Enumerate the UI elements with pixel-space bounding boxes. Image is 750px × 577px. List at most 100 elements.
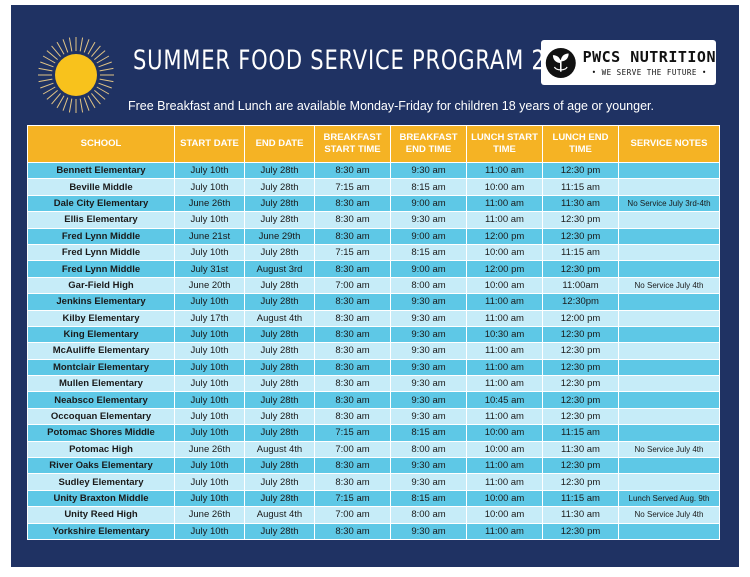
cell-lunch-end-time: 11:15 am bbox=[542, 424, 619, 442]
cell-start-date: July 10th bbox=[174, 211, 245, 229]
poster: SUMMER FOOD SERVICE PROGRAM 2023 PWCS NU… bbox=[11, 5, 739, 567]
cell-lunch-end-time: 12:30 pm bbox=[542, 227, 619, 245]
cell-breakfast-end-time: 9:30 am bbox=[390, 342, 467, 360]
cell-start-date: June 26th bbox=[174, 506, 245, 524]
cell-lunch-end-time: 12:30 pm bbox=[542, 407, 619, 426]
cell-breakfast-start-time: 8:30 am bbox=[314, 211, 391, 229]
cell-service-notes bbox=[618, 211, 720, 229]
cell-end-date: July 28th bbox=[244, 243, 315, 262]
cell-service-notes bbox=[618, 178, 720, 196]
cell-start-date: July 10th bbox=[174, 407, 245, 426]
table-row: McAuliffe Elementary July 10th July 28th 8:… bbox=[27, 342, 720, 360]
cell-breakfast-start-time: 8:30 am bbox=[314, 457, 391, 475]
cell-school: Beville Middle bbox=[27, 178, 175, 196]
cell-end-date: August 4th bbox=[244, 440, 315, 459]
cell-lunch-end-time: 12:30 pm bbox=[542, 325, 619, 344]
cell-service-notes bbox=[618, 473, 720, 491]
cell-school: River Oaks Elementary bbox=[27, 457, 175, 475]
cell-breakfast-start-time: 8:30 am bbox=[314, 260, 391, 278]
cell-lunch-end-time: 11:30 am bbox=[542, 506, 619, 524]
cell-start-date: July 10th bbox=[174, 161, 245, 180]
cell-service-notes bbox=[618, 309, 720, 327]
cell-breakfast-end-time: 9:30 am bbox=[390, 358, 467, 377]
cell-breakfast-end-time: 9:30 am bbox=[390, 161, 467, 180]
cell-service-notes bbox=[618, 243, 720, 262]
cell-start-date: July 10th bbox=[174, 457, 245, 475]
cell-school: Potomac Shores Middle bbox=[27, 424, 175, 442]
cell-end-date: July 28th bbox=[244, 391, 315, 409]
cell-breakfast-start-time: 8:30 am bbox=[314, 309, 391, 327]
cell-service-notes bbox=[618, 391, 720, 409]
cell-school: Sudley Elementary bbox=[27, 473, 175, 491]
table-header-row: SCHOOL START DATE END DATE BREAKFAST START … bbox=[27, 125, 720, 163]
cell-breakfast-end-time: 8:15 am bbox=[390, 178, 467, 196]
cell-lunch-end-time: 11:15 am bbox=[542, 178, 619, 196]
cell-start-date: June 21st bbox=[174, 227, 245, 245]
cell-breakfast-start-time: 8:30 am bbox=[314, 358, 391, 377]
cell-lunch-start-time: 11:00 am bbox=[466, 342, 543, 360]
cell-breakfast-end-time: 8:15 am bbox=[390, 243, 467, 262]
cell-lunch-end-time: 12:30 pm bbox=[542, 522, 619, 540]
cell-school: Mullen Elementary bbox=[27, 375, 175, 393]
cell-breakfast-end-time: 8:00 am bbox=[390, 506, 467, 524]
table-row: Neabsco Elementary July 10th July 28th 8:30… bbox=[27, 391, 720, 409]
table-row: Gar-Field High June 20th July 28th 7:00 am 8… bbox=[27, 276, 720, 295]
cell-service-notes: No Service July 4th bbox=[618, 506, 720, 524]
table-row: Fred Lynn Middle June 21st June 29th 8:30 a… bbox=[27, 227, 720, 245]
cell-breakfast-end-time: 8:15 am bbox=[390, 424, 467, 442]
table-row: Kilby Elementary July 17th August 4th 8:30 … bbox=[27, 309, 720, 327]
table-body: Bennett Elementary July 10th July 28th 8:30… bbox=[27, 161, 720, 540]
cell-end-date: July 28th bbox=[244, 161, 315, 180]
cell-lunch-start-time: 10:00 am bbox=[466, 424, 543, 442]
page-title: SUMMER FOOD SERVICE PROGRAM 2023 bbox=[133, 45, 589, 76]
cell-start-date: July 10th bbox=[174, 358, 245, 377]
cell-lunch-start-time: 11:00 am bbox=[466, 211, 543, 229]
cell-breakfast-start-time: 8:30 am bbox=[314, 227, 391, 245]
cell-breakfast-start-time: 8:30 am bbox=[314, 375, 391, 393]
cell-breakfast-end-time: 9:30 am bbox=[390, 407, 467, 426]
cell-lunch-start-time: 11:00 am bbox=[466, 358, 543, 377]
pwcs-nutrition-logo: PWCS NUTRITION • WE SERVE THE FUTURE • bbox=[541, 40, 716, 85]
table-row: Unity Reed High June 26th August 4th 7:00 a… bbox=[27, 506, 720, 524]
cell-school: Potomac High bbox=[27, 440, 175, 459]
cell-school: Unity Braxton Middle bbox=[27, 489, 175, 508]
table-row: River Oaks Elementary July 10th July 28th 8… bbox=[27, 457, 720, 475]
cell-lunch-start-time: 10:00 am bbox=[466, 506, 543, 524]
cell-end-date: July 28th bbox=[244, 293, 315, 311]
cell-end-date: July 28th bbox=[244, 178, 315, 196]
column-header-lunch-start-time: LUNCH START TIME bbox=[466, 125, 543, 163]
cell-breakfast-start-time: 7:15 am bbox=[314, 489, 391, 508]
cell-breakfast-end-time: 9:30 am bbox=[390, 325, 467, 344]
table-row: Bennett Elementary July 10th July 28th 8:30… bbox=[27, 161, 720, 180]
table-row: Jenkins Elementary July 10th July 28th 8:30… bbox=[27, 293, 720, 311]
table-row: Fred Lynn Middle July 31st August 3rd 8:30 … bbox=[27, 260, 720, 278]
cell-service-notes bbox=[618, 342, 720, 360]
cell-breakfast-start-time: 8:30 am bbox=[314, 325, 391, 344]
cell-school: Unity Reed High bbox=[27, 506, 175, 524]
cell-service-notes bbox=[618, 293, 720, 311]
cell-lunch-start-time: 11:00 am bbox=[466, 375, 543, 393]
table-row: Fred Lynn Middle July 10th July 28th 7:15 a… bbox=[27, 243, 720, 262]
cell-end-date: July 28th bbox=[244, 276, 315, 295]
cell-lunch-end-time: 11:30 am bbox=[542, 194, 619, 213]
cell-breakfast-start-time: 8:30 am bbox=[314, 407, 391, 426]
cell-lunch-end-time: 12:30pm bbox=[542, 293, 619, 311]
cell-end-date: July 28th bbox=[244, 424, 315, 442]
cell-service-notes bbox=[618, 227, 720, 245]
cell-end-date: July 28th bbox=[244, 457, 315, 475]
cell-breakfast-start-time: 8:30 am bbox=[314, 473, 391, 491]
table-row: Yorkshire Elementary July 10th July 28th 8:… bbox=[27, 522, 720, 540]
table-row: Ellis Elementary July 10th July 28th 8:30 a… bbox=[27, 211, 720, 229]
cell-service-notes bbox=[618, 407, 720, 426]
cell-lunch-end-time: 11:15 am bbox=[542, 489, 619, 508]
sprout-icon bbox=[545, 47, 576, 78]
cell-start-date: July 10th bbox=[174, 293, 245, 311]
cell-school: Occoquan Elementary bbox=[27, 407, 175, 426]
cell-breakfast-end-time: 8:15 am bbox=[390, 489, 467, 508]
cell-lunch-end-time: 11:15 am bbox=[542, 243, 619, 262]
cell-start-date: July 10th bbox=[174, 178, 245, 196]
column-header-breakfast-end-time: BREAKFAST END TIME bbox=[390, 125, 467, 163]
cell-start-date: July 17th bbox=[174, 309, 245, 327]
cell-lunch-start-time: 12:00 pm bbox=[466, 227, 543, 245]
cell-end-date: June 29th bbox=[244, 227, 315, 245]
